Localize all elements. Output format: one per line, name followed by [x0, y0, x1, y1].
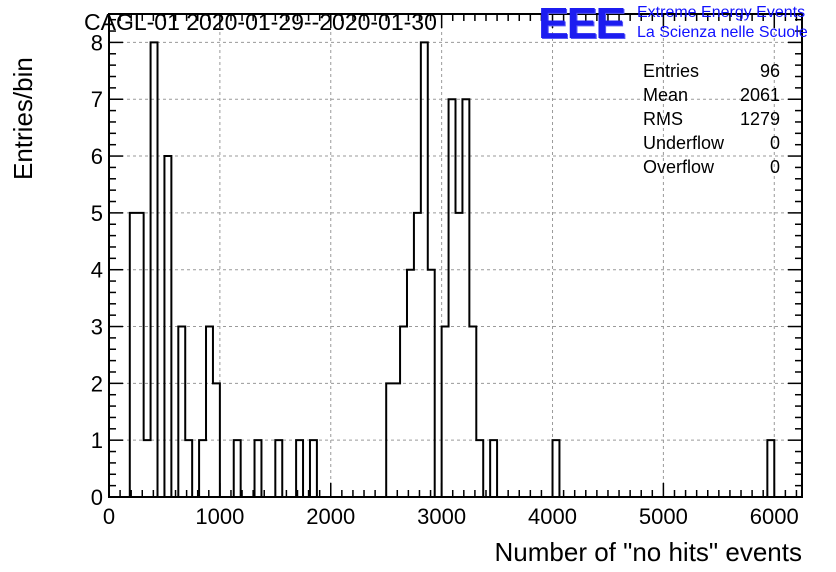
histogram-bin — [130, 213, 137, 497]
stats-value: 0 — [769, 157, 780, 177]
eee-logo: EEE — [537, 0, 626, 48]
histogram-bin — [234, 440, 241, 497]
stats-row-rms: RMS 1279 — [643, 107, 780, 131]
stats-label: Entries — [643, 61, 700, 81]
histogram-bin — [296, 440, 303, 497]
stats-box: Entries 96 Mean 2061 RMS 1279 Underflow … — [643, 59, 780, 179]
histogram-bin — [456, 213, 463, 497]
histogram-bin — [553, 440, 560, 497]
histogram-bin — [255, 440, 262, 497]
histogram-bin — [400, 327, 407, 497]
histogram-bin — [206, 327, 213, 497]
y-tick-label: 4 — [91, 258, 103, 283]
grid-lines — [108, 14, 802, 498]
y-tick-label: 8 — [91, 30, 103, 55]
histogram-bin — [476, 440, 483, 497]
histogram-bin — [767, 440, 774, 497]
y-tick-label: 5 — [91, 201, 103, 226]
histogram-bin — [199, 440, 206, 497]
plot-frame — [108, 13, 803, 498]
logo-caption: Extreme Energy Events La Scienza nelle S… — [637, 3, 808, 43]
stats-label: RMS — [643, 109, 683, 129]
histogram-bin — [469, 327, 476, 497]
stats-row-mean: Mean 2061 — [643, 83, 780, 107]
x-tick-label: 2000 — [306, 504, 355, 529]
chart-title: CAGL-01 2020-01-29--2020-01-30 — [84, 9, 437, 35]
x-tick-label: 3000 — [417, 504, 466, 529]
x-tick-label: 4000 — [528, 504, 577, 529]
histogram-bin — [442, 327, 449, 497]
tick-labels: 0 1000 2000 3000 4000 5000 6000 0 1 2 3 4 5 6 7 8 — [91, 30, 799, 529]
stats-label: Mean — [643, 85, 689, 105]
logo-line-1: Extreme Energy Events — [637, 4, 806, 21]
histogram-bin — [462, 99, 469, 497]
stats-value: 1279 — [739, 109, 780, 129]
stats-label: Overflow — [643, 157, 715, 177]
axis-ticks — [108, 14, 802, 498]
logo-line-2: La Scienza nelle Scuole — [637, 24, 808, 41]
stats-row-entries: Entries 96 — [643, 59, 780, 83]
stats-value: 96 — [759, 61, 780, 81]
histogram-bin — [275, 440, 282, 497]
histogram-bin — [178, 327, 185, 497]
plot-border — [108, 13, 803, 498]
stats-value: 0 — [769, 133, 780, 153]
y-tick-label: 0 — [91, 485, 103, 510]
histogram-bin — [449, 99, 456, 497]
x-tick-label: 5000 — [639, 504, 688, 529]
y-tick-label: 2 — [91, 371, 103, 396]
histogram-bin — [490, 440, 497, 497]
y-tick-label: 7 — [91, 87, 103, 112]
stats-label: Underflow — [643, 133, 725, 153]
y-tick-label: 6 — [91, 144, 103, 169]
stats-row-overflow: Overflow 0 — [643, 155, 780, 179]
y-tick-label: 3 — [91, 315, 103, 340]
x-tick-label: 1000 — [195, 504, 244, 529]
stats-row-underflow: Underflow 0 — [643, 131, 780, 155]
histogram-bin — [185, 440, 192, 497]
histogram-bin — [414, 213, 421, 497]
x-axis-label: Number of "no hits" events — [494, 537, 803, 567]
histogram-bin — [137, 213, 144, 497]
stats-value: 2061 — [739, 85, 780, 105]
y-tick-label: 1 — [91, 428, 103, 453]
y-axis-label: Entries/bin — [8, 57, 38, 180]
x-tick-label: 0 — [103, 504, 115, 529]
histogram-bin — [144, 440, 151, 497]
histogram-bin — [310, 440, 317, 497]
x-tick-label: 6000 — [750, 504, 799, 529]
